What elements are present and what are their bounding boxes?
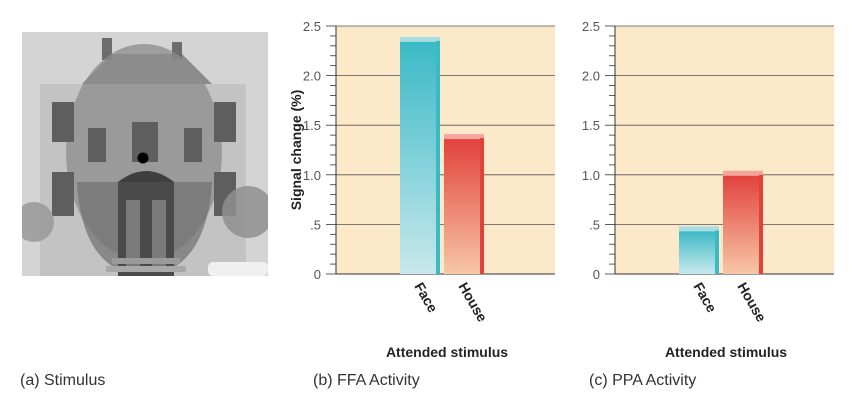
y-tick-label: 1.0 <box>303 168 321 183</box>
x-tick-labels: Face House <box>690 280 769 325</box>
y-tick-label: 0 <box>593 267 600 282</box>
bar-cap-face <box>400 36 440 42</box>
y-ticks: 0 .5 1.0 1.5 2.0 2.5 <box>582 19 834 282</box>
x-tick-label-face: Face <box>690 280 720 316</box>
ffa-chart: 0 .5 1.0 1.5 2.0 2.5 Face House Signal change … <box>288 19 555 360</box>
bars <box>400 36 484 274</box>
bar-edge-house <box>759 174 763 274</box>
caption-stimulus: (a) Stimulus <box>20 372 106 389</box>
y-tick-label: 1.5 <box>303 118 321 133</box>
y-tick-label: .5 <box>589 217 600 232</box>
bar-face <box>400 40 440 274</box>
bar-cap-face <box>679 226 719 232</box>
x-tick-label-house: House <box>734 280 769 325</box>
x-tick-label-house: House <box>455 280 490 325</box>
y-tick-label: 2.5 <box>582 19 600 34</box>
y-tick-label: 2.5 <box>303 19 321 34</box>
bar-edge-face <box>436 40 440 274</box>
stimulus-image <box>22 32 268 276</box>
x-axis-label: Attended stimulus <box>665 344 787 360</box>
bar-house <box>723 174 763 274</box>
y-ticks: 0 .5 1.0 1.5 2.0 2.5 <box>303 19 555 282</box>
y-tick-label: 0 <box>314 267 321 282</box>
x-axis-label: Attended stimulus <box>386 344 508 360</box>
ppa-chart: 0 .5 1.0 1.5 2.0 2.5 Face House Attended stimu… <box>582 19 834 360</box>
y-tick-label: 1.0 <box>582 168 600 183</box>
bar-cap-house <box>444 134 484 140</box>
y-tick-label: 1.5 <box>582 118 600 133</box>
bar-cap-house <box>723 170 763 176</box>
y-tick-label: .5 <box>310 217 321 232</box>
y-tick-label: 2.0 <box>582 69 600 84</box>
bars <box>679 170 763 274</box>
caption-ffa: (b) FFA Activity <box>313 372 420 389</box>
bar-face <box>679 230 719 274</box>
bar-edge-house <box>480 138 484 274</box>
caption-ppa: (c) PPA Activity <box>589 372 697 389</box>
x-tick-label-face: Face <box>411 280 441 316</box>
fixation-dot <box>137 152 149 164</box>
bar-edge-face <box>715 230 719 274</box>
bar-house <box>444 138 484 274</box>
y-tick-label: 2.0 <box>303 69 321 84</box>
y-axis-label: Signal change (%) <box>288 90 304 211</box>
x-tick-labels: Face House <box>411 280 490 325</box>
